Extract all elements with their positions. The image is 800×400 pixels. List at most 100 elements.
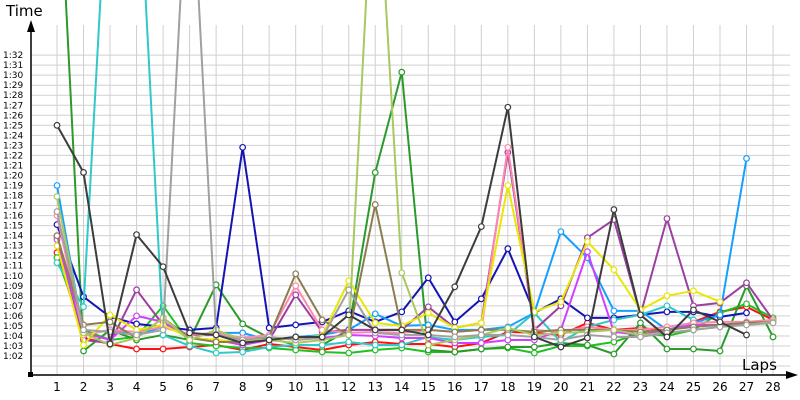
data-point-yellow <box>716 298 724 306</box>
series-gray <box>53 0 777 344</box>
data-point-black <box>292 333 300 341</box>
data-point-cyan <box>186 342 194 350</box>
data-point-dark-green <box>477 345 485 353</box>
data-point-lime <box>345 349 353 357</box>
data-point-purple <box>424 303 432 311</box>
y-tick-label: 1:05 <box>3 322 23 332</box>
origin-marker <box>28 372 33 377</box>
x-tick-label: 5 <box>159 380 167 394</box>
x-tick-label: 11 <box>315 380 330 394</box>
y-tick-label: 1:21 <box>3 161 23 171</box>
x-tick-label: 6 <box>186 380 194 394</box>
y-tick-label: 1:27 <box>3 101 23 111</box>
data-point-purple <box>133 286 140 294</box>
x-tick-label: 20 <box>553 380 568 394</box>
data-point-black <box>159 263 167 271</box>
data-point-yellow <box>690 287 697 295</box>
data-point-black <box>451 283 459 291</box>
data-point-navy <box>451 318 459 326</box>
data-point-gray <box>610 333 618 341</box>
y-axis-arrow-icon <box>27 20 35 32</box>
data-point-navy <box>504 245 512 253</box>
data-point-sky-blue <box>716 311 724 319</box>
data-point-lime <box>318 348 326 356</box>
data-point-sky-blue <box>610 307 618 315</box>
data-point-black <box>663 333 671 341</box>
data-point-light-olive <box>504 324 512 332</box>
data-point-cyan <box>345 338 353 346</box>
x-tick-label: 18 <box>500 380 515 394</box>
data-point-gray <box>159 326 167 334</box>
data-point-sky-blue <box>53 182 61 189</box>
data-point-black <box>80 169 87 176</box>
data-point-black <box>398 326 406 334</box>
data-point-dark-green <box>504 343 512 351</box>
y-tick-label: 1:31 <box>3 61 23 71</box>
data-point-gray <box>637 333 644 341</box>
x-tick-labels: 1 2 3 4 5 6 7 8 9 10 11 12 13 14 15 16 17 18 19 20 21 22 23 24 2… <box>53 380 781 394</box>
data-point-gray <box>80 326 87 334</box>
data-point-yellow <box>663 292 671 300</box>
data-point-cyan <box>80 303 87 311</box>
y-tick-label: 1:03 <box>3 342 23 352</box>
data-point-dark-green <box>716 347 724 355</box>
x-tick-label: 23 <box>633 380 648 394</box>
x-tick-label: 14 <box>394 380 409 394</box>
x-tick-label: 7 <box>212 380 220 394</box>
data-point-light-olive <box>610 326 618 334</box>
data-point-cyan <box>371 341 379 349</box>
data-point-black <box>106 340 114 348</box>
data-point-black <box>690 306 697 314</box>
y-tick-label: 1:28 <box>3 91 23 101</box>
data-point-dark-green <box>398 68 406 76</box>
data-point-yellow <box>610 266 618 274</box>
data-point-olive <box>53 232 61 240</box>
data-point-olive <box>318 316 326 324</box>
data-point-light-olive <box>557 329 565 337</box>
x-tick-label: 4 <box>133 380 141 394</box>
data-point-cyan <box>53 259 61 267</box>
x-tick-label: 13 <box>368 380 383 394</box>
y-tick-label: 1:06 <box>3 312 23 322</box>
data-point-cyan <box>265 343 273 351</box>
y-tick-label: 1:13 <box>3 242 23 252</box>
y-tick-label: 1:07 <box>3 302 23 312</box>
x-tick-label: 21 <box>580 380 595 394</box>
data-point-dark-green <box>371 169 379 176</box>
data-point-gray <box>53 208 61 215</box>
y-axis-title: Time <box>5 2 43 20</box>
y-tick-label: 1:15 <box>3 222 23 232</box>
data-point-gray <box>769 319 777 327</box>
data-point-olive <box>371 201 379 208</box>
data-point-dark-green <box>451 348 459 356</box>
data-point-dark-green <box>530 343 538 351</box>
data-point-yellow <box>504 182 512 189</box>
y-tick-label: 1:08 <box>3 292 23 302</box>
x-axis-arrow-icon <box>786 371 798 379</box>
data-point-olive <box>212 338 220 346</box>
x-tick-label: 17 <box>474 380 489 394</box>
data-point-magenta <box>477 339 485 347</box>
x-tick-label: 12 <box>341 380 356 394</box>
data-point-yellow <box>557 298 565 306</box>
data-point-dark-green <box>769 333 777 341</box>
data-point-light-olive <box>398 269 406 277</box>
y-tick-label: 1:32 <box>3 51 23 61</box>
data-point-black <box>716 318 724 326</box>
y-tick-label: 1:12 <box>3 252 23 262</box>
data-point-gray <box>477 331 485 339</box>
y-tick-label: 1:29 <box>3 81 23 91</box>
x-tick-label: 8 <box>239 380 247 394</box>
series-group <box>53 0 777 358</box>
y-tick-label: 1:18 <box>3 192 23 202</box>
x-tick-label: 25 <box>686 380 701 394</box>
data-point-black <box>477 223 485 231</box>
x-tick-label: 2 <box>80 380 88 394</box>
y-tick-label: 1:22 <box>3 151 23 161</box>
data-point-yellow <box>424 309 432 317</box>
data-point-navy <box>133 320 140 328</box>
data-point-yellow <box>371 319 379 327</box>
data-point-cyan <box>610 316 618 324</box>
y-tick-label: 1:04 <box>3 332 23 342</box>
